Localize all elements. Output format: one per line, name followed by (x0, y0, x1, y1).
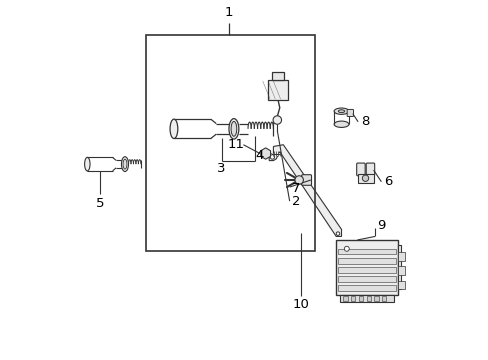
Bar (337, 249, 395, 255)
Ellipse shape (333, 121, 348, 127)
Circle shape (344, 246, 348, 251)
Bar (366, 296, 370, 301)
Text: 1: 1 (224, 6, 232, 19)
Bar (337, 276, 395, 282)
Ellipse shape (333, 108, 348, 114)
Bar (357, 174, 373, 183)
FancyBboxPatch shape (366, 163, 374, 176)
Bar (397, 280, 404, 289)
Text: 6: 6 (383, 175, 391, 188)
Text: 5: 5 (96, 197, 104, 210)
FancyBboxPatch shape (356, 163, 365, 176)
Text: 10: 10 (292, 298, 309, 311)
Bar (336, 240, 397, 294)
Circle shape (272, 116, 281, 124)
Polygon shape (269, 145, 341, 237)
Bar (350, 296, 355, 301)
Bar (381, 296, 386, 301)
Bar (397, 245, 400, 289)
Bar (397, 266, 404, 275)
Text: 3: 3 (217, 162, 225, 175)
Bar (343, 296, 347, 301)
Circle shape (270, 155, 274, 159)
Bar (358, 296, 362, 301)
FancyBboxPatch shape (301, 175, 311, 185)
Ellipse shape (123, 159, 127, 169)
Ellipse shape (84, 157, 90, 171)
Text: 7: 7 (291, 182, 300, 195)
Bar (374, 296, 378, 301)
Text: 8: 8 (360, 115, 368, 128)
Bar (337, 285, 395, 291)
Text: 11: 11 (227, 138, 244, 151)
Polygon shape (260, 148, 270, 159)
Ellipse shape (338, 110, 344, 113)
Bar (337, 258, 395, 264)
Bar (271, 72, 284, 80)
Ellipse shape (231, 121, 236, 136)
Bar (397, 252, 404, 261)
Text: 4: 4 (255, 149, 263, 162)
Bar (339, 294, 394, 302)
Ellipse shape (228, 118, 238, 139)
Bar (267, 80, 287, 100)
Circle shape (294, 176, 303, 184)
Text: 9: 9 (376, 219, 385, 232)
Bar (145, 35, 314, 251)
FancyBboxPatch shape (346, 109, 353, 117)
Circle shape (362, 175, 368, 181)
Ellipse shape (170, 119, 178, 139)
Bar (337, 267, 395, 273)
Ellipse shape (121, 157, 128, 171)
Circle shape (336, 232, 339, 235)
Text: 2: 2 (291, 195, 300, 208)
